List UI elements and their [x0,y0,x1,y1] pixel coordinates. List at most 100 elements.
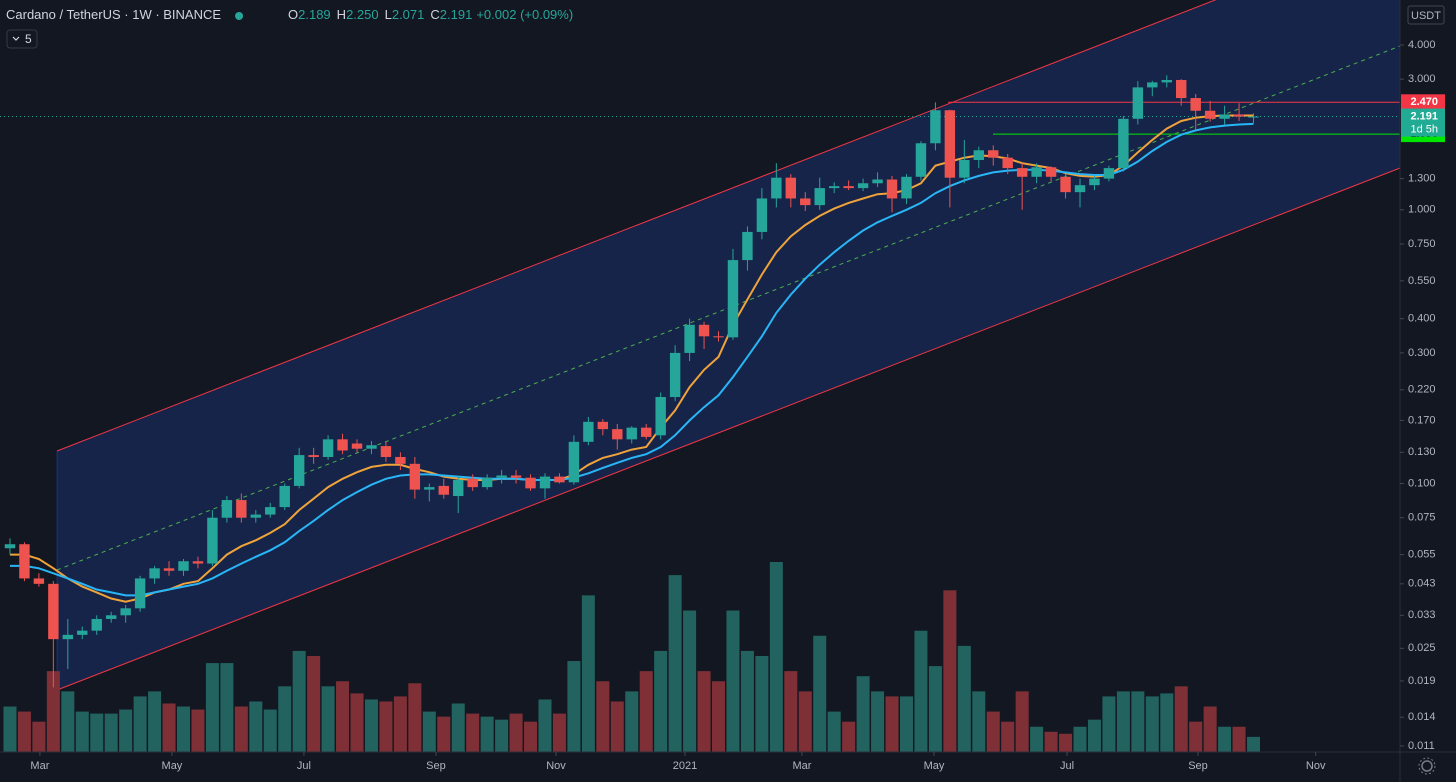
y-tick-label: 0.130 [1408,446,1436,458]
candle-body [48,583,59,640]
volume-bar [1174,686,1188,752]
candle-body [915,143,927,177]
y-tick-label: 0.220 [1408,384,1436,396]
volume-bar [1044,731,1058,752]
volume-bar [307,655,321,752]
candle-body [4,544,16,549]
candle-body [742,231,753,261]
x-tick-label: Nov [546,760,566,772]
volume-bar [683,610,697,752]
y-tick-label: 0.170 [1408,414,1436,426]
volume-bar [740,650,754,752]
symbol: Cardano / TetherUS · 1W · BINANCE [6,7,221,22]
y-tick-label: 0.055 [1408,548,1436,560]
candle-body [91,618,102,631]
x-tick-label: May [924,760,945,772]
volume-bar [827,711,841,752]
volume-bar [61,691,75,752]
candle-body [207,517,218,564]
volume-bar [1001,721,1015,752]
volume-bar [451,703,465,752]
ohlc-value: 2.191 [440,7,473,22]
volume-bar [1203,706,1217,752]
volume-bar [191,709,205,752]
volume-bar [379,701,393,752]
candle-body [727,260,739,338]
axes: 4.000 3.000 1.300 1.000 0.750 0.550 0.400 0.300… [30,39,1445,772]
volume-bar [697,671,711,752]
candle-body [583,421,594,442]
candle-body [800,198,811,206]
volume-bar [1247,736,1261,752]
volume-bar [1015,691,1029,752]
volume-bar [538,699,552,752]
volume-bar [480,716,494,752]
candle-body [1147,82,1158,88]
volume-bar [17,711,31,752]
candle-body [453,479,464,497]
y-tick-label: 0.025 [1408,642,1436,654]
indicator-count: 5 [25,32,32,46]
candle-body [424,487,435,490]
candle-body [1176,79,1187,99]
volume-bar [610,701,624,752]
candle-body [756,198,768,232]
level-label-box [1401,94,1445,111]
candle-body [481,477,493,488]
volume-bar [148,691,162,752]
volume-bar [784,671,798,752]
volume-bar [46,671,60,752]
candle-body [713,336,724,338]
volume-bar [581,595,595,752]
candle-body [322,439,334,457]
candle-body [698,324,710,337]
volume-bar [119,709,133,752]
volume-bar [234,706,248,752]
y-tick-label: 0.033 [1408,609,1436,621]
candle-body [1204,110,1216,119]
volume-bar [957,645,971,752]
volume-bar [336,681,350,752]
candle-body [1248,116,1259,118]
volume-bar [1131,691,1145,752]
indicator-toggle[interactable] [6,29,38,49]
volume-bar [769,562,783,752]
currency-box[interactable] [1407,5,1445,25]
x-tick-label: Mar [30,760,49,772]
volume-bar [393,696,407,752]
volume-bar [567,661,581,752]
volume-bar [321,686,335,752]
x-tick-label: Jul [297,760,311,772]
candle-body [496,475,507,478]
y-tick-label: 0.019 [1408,675,1436,687]
candle-body [554,476,565,483]
volume-bar [552,713,566,752]
volume-bar [495,719,509,752]
volume-bar [1073,726,1087,752]
y-tick-label: 3.000 [1408,73,1436,85]
volume-bar [1189,721,1203,752]
candle-body [901,176,912,199]
y-tick-label: 0.014 [1408,711,1436,723]
ohlc-value: 2.071 [392,7,425,22]
volume-bar [205,663,219,752]
candle-body [1118,118,1129,169]
settings-icon[interactable] [1418,757,1436,775]
volume-bar [899,696,913,752]
x-tick-label: Sep [1188,760,1208,772]
volume-bar [162,703,176,752]
x-tick-label: Nov [1306,760,1326,772]
countdown: 1d 5h [1410,123,1438,135]
last-price-label: 2.191 [1410,110,1438,122]
candle-body [930,110,941,144]
candle-body [308,455,319,457]
candle-body [366,445,377,449]
volume-bar [986,711,1000,752]
channel-upper [56,0,1217,452]
volume-bar [292,650,306,752]
candle-body [1161,79,1172,83]
volume-bar [639,671,653,752]
volume-bar [75,711,89,752]
gear[interactable] [1421,760,1433,772]
candle-body [1002,157,1013,169]
